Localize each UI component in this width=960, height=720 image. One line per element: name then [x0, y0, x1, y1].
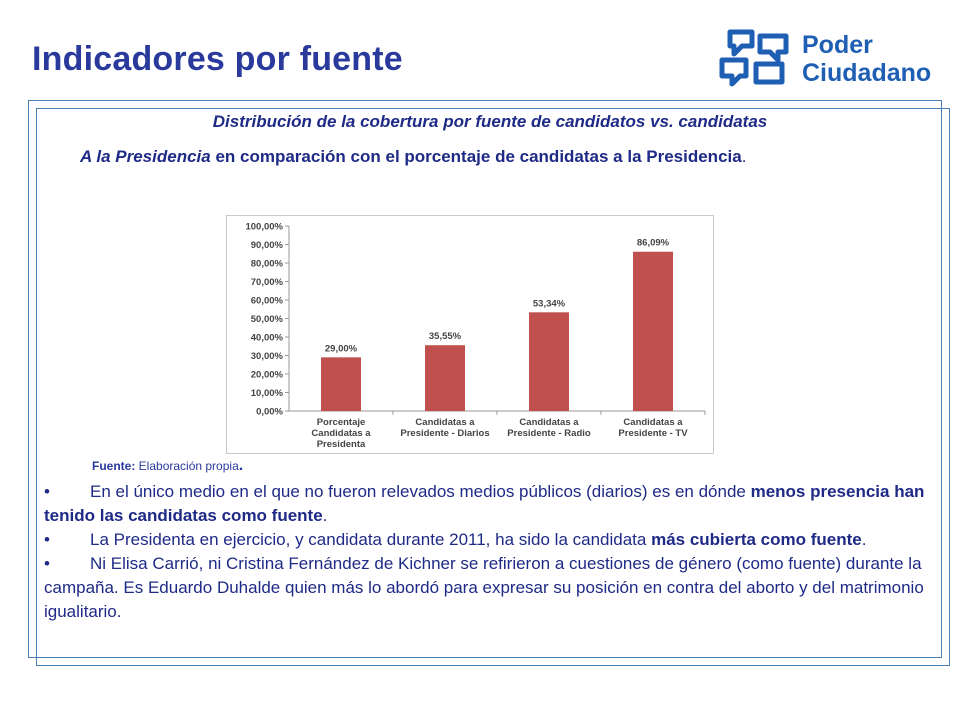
subtitle-rest: en comparación con el porcentaje de cand… [210, 147, 742, 166]
source-end: . [238, 457, 244, 474]
logo-text-line2: Ciudadano [802, 59, 932, 87]
y-tick-label: 90,00% [251, 240, 284, 251]
y-tick-label: 80,00% [251, 259, 284, 270]
content-frame-outer [28, 100, 942, 658]
bar [321, 357, 361, 411]
chart-subtitle-line2: A la Presidencia en comparación con el p… [80, 147, 940, 167]
y-tick-label: 40,00% [251, 333, 284, 344]
finding-text: En el único medio en el que no fueron re… [90, 482, 751, 501]
y-tick-label: 20,00% [251, 370, 284, 381]
page-title: Indicadores por fuente [32, 40, 403, 78]
data-label: 86,09% [637, 238, 670, 249]
x-category-label: Candidatas a [311, 428, 371, 439]
finding-bold: más cubierta como fuente [651, 530, 862, 549]
content-frame-inner [36, 108, 950, 666]
x-category-label: Candidatas a [415, 417, 475, 428]
y-tick-label: 60,00% [251, 296, 284, 307]
logo-text-line1: Poder [802, 31, 873, 59]
bar-chart: 0,00% 10,00% 20,00% 30,00% 40,00% 50,00% 60,00… [245, 222, 706, 450]
finding-item-1: • En el único medio en el que no fueron r… [44, 480, 944, 528]
data-label: 29,00% [325, 343, 358, 354]
source-label: Fuente: [92, 459, 136, 473]
finding-end: . [322, 506, 328, 525]
bar [633, 251, 673, 411]
x-category-label: Presidente - TV [618, 428, 688, 439]
finding-item-3: • Ni Elisa Carrió, ni Cristina Fernández … [44, 552, 944, 624]
speech-bubbles-logo-icon [719, 29, 789, 87]
x-category-label: Porcentaje [317, 417, 366, 428]
bullet-dot: • [44, 530, 50, 549]
finding-bold: menos presencia han tenido las candidata… [44, 482, 925, 525]
bar [529, 312, 569, 411]
y-tick-label: 10,00% [251, 388, 284, 399]
data-label: 53,34% [533, 298, 566, 309]
bullet-dot: • [44, 554, 50, 573]
finding-text: Ni Elisa Carrió, ni Cristina Fernández d… [44, 554, 924, 621]
x-category-label: Presidenta [317, 439, 366, 450]
x-category-label: Candidatas a [623, 417, 683, 428]
bullet-dot: • [44, 482, 50, 501]
subtitle-end: . [741, 147, 747, 166]
chart-subtitle-line1: Distribución de la cobertura por fuente … [212, 112, 768, 131]
bar [425, 345, 465, 411]
x-category-label: Presidente - Radio [507, 428, 591, 439]
y-tick-label: 50,00% [251, 314, 284, 325]
y-tick-label: 0,00% [256, 407, 283, 418]
finding-end: . [861, 530, 867, 549]
finding-text: La Presidenta en ejercicio, y candidata … [90, 530, 652, 549]
x-category-label: Candidatas a [519, 417, 579, 428]
bar-chart-container: 0,00% 10,00% 20,00% 30,00% 40,00% 50,00% 60,00… [226, 215, 714, 454]
subtitle-italic-part: A la Presidencia [80, 147, 211, 166]
x-category-label: Presidente - Diarios [400, 428, 489, 439]
finding-item-2: • La Presidenta en ejercicio, y candidata… [44, 528, 944, 552]
source-note: Fuente: Elaboración propia. [92, 457, 243, 475]
data-label: 35,55% [429, 331, 462, 342]
y-tick-label: 70,00% [251, 277, 284, 288]
source-text: Elaboración propia [135, 459, 239, 473]
y-tick-label: 100,00% [245, 222, 283, 233]
y-tick-label: 30,00% [251, 351, 284, 362]
findings-list: • En el único medio en el que no fueron r… [44, 480, 944, 624]
